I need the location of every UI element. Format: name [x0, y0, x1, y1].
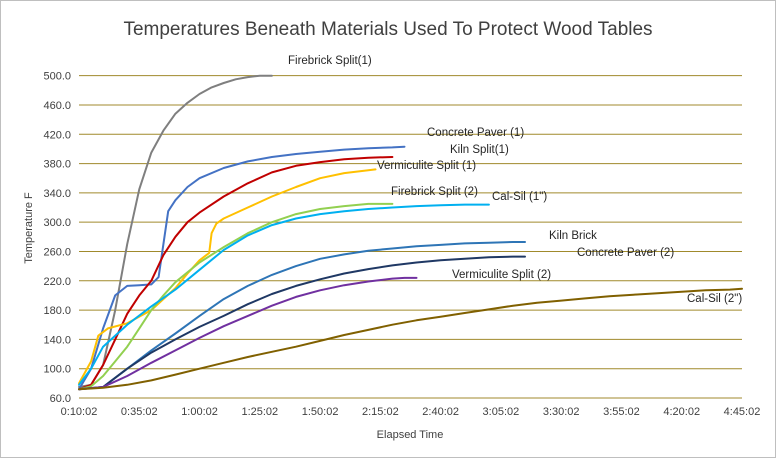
series-line	[78, 287, 743, 391]
series-label: Kiln Split(1)	[450, 144, 509, 156]
x-axis-label: Elapsed Time	[377, 429, 444, 441]
x-tick-label: 1:50:02	[302, 406, 339, 418]
y-tick-label: 460.0	[43, 100, 71, 112]
x-tick-label: 0:35:02	[121, 406, 158, 418]
series-label: Firebrick Split(1)	[288, 55, 372, 67]
x-tick-label: 2:15:02	[362, 406, 399, 418]
series-line	[78, 156, 394, 391]
series-label: Cal-Sil (2")	[687, 293, 742, 305]
series-line	[78, 168, 377, 385]
series-line	[78, 145, 406, 391]
series-label: Kiln Brick	[549, 230, 597, 242]
y-axis-label: Temperature F	[23, 192, 35, 264]
x-tick-label: 1:00:02	[181, 406, 218, 418]
series-label: Cal-Sil (1")	[492, 191, 547, 203]
y-tick-label: 180.0	[43, 305, 71, 317]
y-tick-label: 380.0	[43, 159, 71, 171]
x-tick-label: 3:05:02	[483, 406, 520, 418]
y-axis-ticks: 60.0 100.0 140.0 180.0 220.0 260.0 300.0 340.0 3…	[43, 71, 71, 405]
y-tick-label: 220.0	[43, 276, 71, 288]
y-tick-label: 500.0	[43, 71, 71, 83]
series-labels: Firebrick Split(1) Concrete Paver (1) Kiln…	[288, 55, 742, 305]
gridlines	[79, 75, 742, 399]
y-tick-label: 340.0	[43, 188, 71, 200]
series-label: Concrete Paver (1)	[427, 127, 524, 139]
y-tick-label: 60.0	[50, 393, 71, 405]
x-tick-label: 1:25:02	[241, 406, 278, 418]
x-tick-label: 3:30:02	[543, 406, 580, 418]
series-line	[78, 276, 418, 391]
series-line	[78, 203, 490, 386]
series-line	[78, 241, 526, 391]
series-line	[78, 255, 526, 391]
series-line	[78, 202, 394, 391]
x-tick-label: 4:45:02	[724, 406, 761, 418]
y-tick-label: 140.0	[43, 334, 71, 346]
chart-title: Temperatures Beneath Materials Used To P…	[123, 19, 652, 40]
y-tick-label: 420.0	[43, 129, 71, 141]
x-tick-label: 3:55:02	[603, 406, 640, 418]
x-tick-label: 4:20:02	[663, 406, 700, 418]
series-lines	[78, 74, 743, 391]
series-label: Vermiculite Split (1)	[377, 160, 476, 172]
x-tick-label: 2:40:02	[422, 406, 459, 418]
x-tick-label: 0:10:02	[61, 406, 98, 418]
series-label: Concrete Paver (2)	[577, 247, 674, 259]
y-tick-label: 100.0	[43, 364, 71, 376]
series-label: Vermiculite Split (2)	[452, 269, 551, 281]
x-axis-ticks: 0:10:02 0:35:02 1:00:02 1:25:02 1:50:02 2:15:…	[61, 406, 761, 418]
y-tick-label: 260.0	[43, 246, 71, 258]
y-tick-label: 300.0	[43, 217, 71, 229]
series-label: Firebrick Split (2)	[391, 186, 478, 198]
